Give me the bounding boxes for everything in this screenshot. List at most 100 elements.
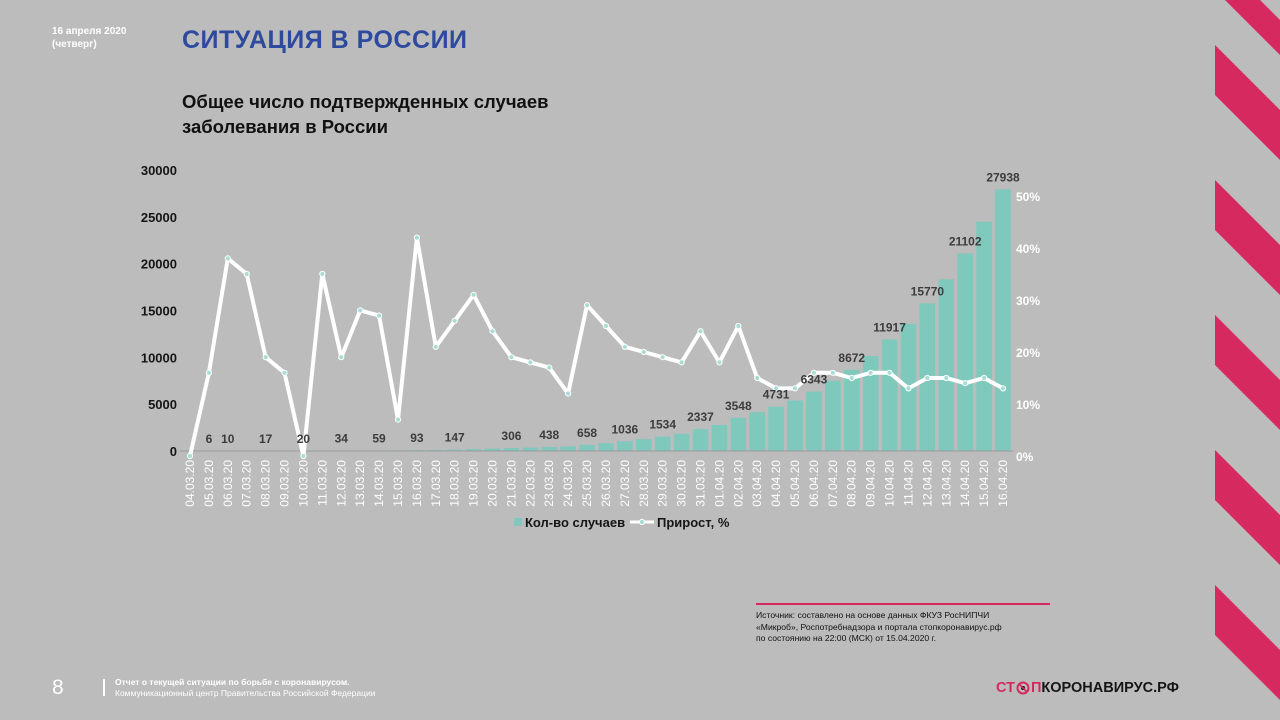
growth-point — [791, 385, 799, 392]
growth-point — [602, 322, 610, 330]
growth-point — [319, 270, 326, 278]
bar — [428, 449, 444, 451]
x-tick-label: 15.04.20 — [977, 460, 991, 507]
x-tick-label: 14.03.20 — [372, 460, 386, 507]
bar — [484, 448, 501, 451]
bar — [673, 433, 690, 451]
growth-point — [546, 364, 553, 371]
growth-point — [470, 291, 477, 298]
legend-marker-growth — [638, 518, 646, 526]
legend-swatch-cases — [514, 518, 522, 526]
footer-text: Отчет о текущей ситуации по борьбе с кор… — [115, 677, 375, 699]
growth-point — [489, 328, 496, 335]
x-tick-label: 05.03.20 — [202, 460, 216, 507]
source-divider — [756, 603, 1050, 605]
y-right-tick-label: 40% — [1016, 242, 1040, 256]
bar — [465, 449, 482, 451]
x-tick-label: 13.03.20 — [353, 460, 367, 507]
y-left-tick-label: 15000 — [141, 304, 177, 319]
growth-point — [810, 369, 818, 376]
source-line1: Источник: составлено на основе данных ФК… — [756, 610, 990, 620]
y-right-tick-label: 50% — [1016, 190, 1040, 204]
growth-point — [338, 354, 345, 361]
growth-point — [583, 302, 591, 309]
bar-data-label: 147 — [445, 431, 465, 445]
bar-data-label: 59 — [372, 431, 386, 445]
growth-point — [678, 359, 685, 366]
growth-point — [735, 322, 742, 330]
source-line2: «Микроб», Роспотребнадзора и портала сто… — [756, 621, 1002, 632]
x-tick-label: 17.03.20 — [429, 460, 443, 507]
bar — [617, 441, 633, 451]
bar — [938, 279, 955, 451]
growth-point — [943, 374, 950, 382]
bar-data-label: 306 — [501, 429, 521, 443]
bar-data-label: 2337 — [687, 410, 714, 424]
growth-point — [773, 385, 780, 392]
bar-data-label: 438 — [539, 428, 559, 442]
x-tick-label: 25.03.20 — [580, 460, 594, 507]
growth-point — [432, 343, 439, 350]
source-line3: по состоянию на 22:00 (МСК) от 15.04.202… — [756, 633, 937, 643]
y-left-tick-label: 30000 — [141, 163, 177, 178]
bar — [862, 356, 879, 451]
logo-text-part2: П — [1030, 680, 1042, 696]
bar-data-label: 27938 — [986, 170, 1020, 184]
source-note: Источник: составлено на основе данных ФК… — [756, 610, 1076, 645]
legend-label-cases: Кол-во случаев — [525, 515, 625, 530]
growth-point — [980, 374, 988, 382]
bar-data-label: 34 — [335, 432, 349, 446]
x-tick-label: 19.03.20 — [467, 460, 481, 507]
y-left-tick-label: 0 — [170, 444, 177, 459]
bar — [636, 439, 652, 451]
bar-data-label: 21102 — [949, 234, 982, 248]
bar — [825, 380, 841, 451]
x-tick-label: 11.03.20 — [315, 460, 329, 506]
x-tick-label: 11.04.20 — [901, 460, 915, 506]
growth-point — [451, 317, 458, 324]
bar — [768, 406, 784, 451]
growth-point — [224, 255, 231, 262]
footer-divider — [103, 679, 105, 696]
report-date: 16 апреля 2020 (четверг) — [52, 25, 126, 51]
bar-data-label: 6343 — [801, 373, 828, 387]
bar — [881, 339, 898, 451]
bar-data-label: 20 — [297, 432, 311, 446]
x-tick-label: 16.04.20 — [996, 460, 1010, 507]
bar-data-label: 4731 — [763, 388, 790, 402]
logo-text-part1: СТ — [996, 680, 1015, 696]
growth-point — [886, 369, 893, 376]
bar-data-label: 93 — [410, 431, 424, 445]
x-tick-label: 15.03.20 — [391, 460, 405, 507]
bar — [843, 369, 860, 451]
logo-text-part3: КОРОНАВИРУС.РФ — [1041, 680, 1179, 696]
x-tick-label: 10.03.20 — [296, 460, 310, 507]
y-left-tick-label: 25000 — [141, 210, 177, 225]
y-right-tick-label: 30% — [1016, 294, 1040, 308]
growth-point — [205, 369, 213, 376]
x-tick-label: 04.03.20 — [183, 460, 197, 507]
x-tick-label: 08.04.20 — [845, 460, 859, 507]
bar — [503, 448, 520, 451]
x-tick-label: 02.04.20 — [731, 460, 745, 507]
report-date-line1: 16 апреля 2020 — [52, 26, 127, 37]
bar — [976, 221, 992, 451]
x-tick-label: 13.04.20 — [939, 460, 953, 507]
x-tick-label: 12.03.20 — [334, 460, 348, 507]
x-tick-label: 14.04.20 — [958, 460, 972, 507]
x-tick-label: 09.03.20 — [278, 460, 292, 507]
growth-point — [565, 390, 572, 397]
y-left-tick-label: 10000 — [141, 350, 177, 365]
bar-data-label: 1534 — [649, 418, 676, 432]
x-tick-label: 08.03.20 — [259, 460, 273, 507]
growth-point — [262, 354, 269, 361]
x-tick-label: 30.03.20 — [675, 460, 689, 507]
x-tick-label: 21.03.20 — [504, 460, 518, 507]
bar — [579, 444, 595, 451]
growth-point — [754, 374, 761, 382]
x-tick-label: 03.04.20 — [750, 460, 764, 507]
x-tick-label: 04.04.20 — [769, 460, 783, 507]
growth-point — [848, 374, 855, 382]
bar — [957, 253, 973, 451]
